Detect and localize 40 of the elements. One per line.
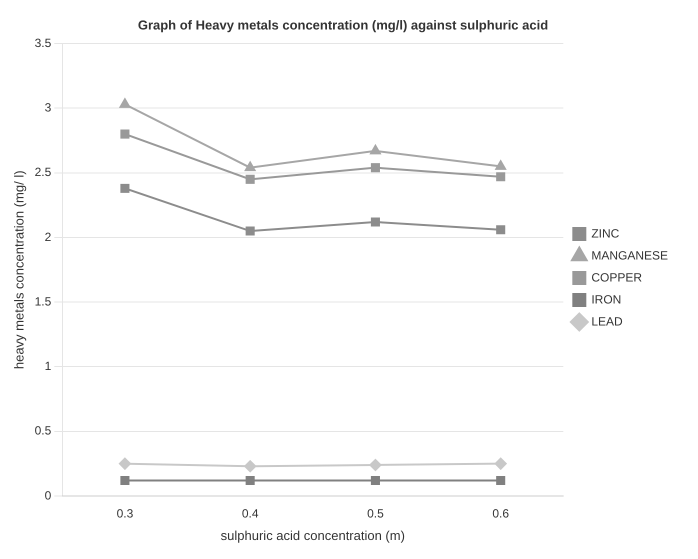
point [246, 174, 255, 184]
point [244, 460, 256, 472]
point [244, 162, 256, 172]
y-tick-label: 2 [44, 230, 52, 244]
point [370, 217, 380, 227]
x-tick-label: 0.3 [116, 506, 134, 521]
point [120, 130, 130, 139]
point [369, 458, 382, 471]
y-tick-label: 2.5 [34, 165, 52, 180]
y-tick-label: 3.5 [34, 36, 52, 50]
point [496, 172, 506, 182]
point [370, 163, 380, 172]
x-axis-title: sulphuric acid concentration (m) [220, 528, 405, 543]
point [496, 225, 506, 234]
point [246, 226, 255, 236]
y-tick-label: 1 [44, 359, 52, 374]
point [495, 160, 506, 170]
point [370, 476, 380, 486]
legend-label: MANGANESE [591, 248, 668, 262]
x-tick-label: 0.6 [492, 506, 510, 521]
x-tick-label: 0.4 [242, 506, 259, 521]
point [370, 144, 381, 154]
chart-title: Graph of Heavy metals concentration (mg/l) against sulphuric acid [138, 17, 548, 32]
x-tick-label: 0.5 [367, 506, 384, 521]
y-tick-label: 3 [44, 100, 52, 115]
point [118, 458, 131, 470]
point [496, 476, 506, 486]
point [120, 184, 130, 193]
point [120, 476, 130, 486]
y-axis-title: heavy metals concentration (mg/ l) [11, 170, 26, 370]
y-tick-label: 1.5 [34, 294, 52, 308]
legend-label: ZINC [591, 226, 620, 240]
legend-label: COPPER [591, 270, 642, 284]
point [120, 98, 130, 108]
legend-label: IRON [591, 292, 622, 306]
point [494, 458, 507, 470]
legend-label: LEAD [591, 314, 623, 328]
point [246, 476, 255, 486]
y-tick-label: 0.5 [34, 424, 52, 438]
y-tick-label: 0 [44, 488, 52, 502]
